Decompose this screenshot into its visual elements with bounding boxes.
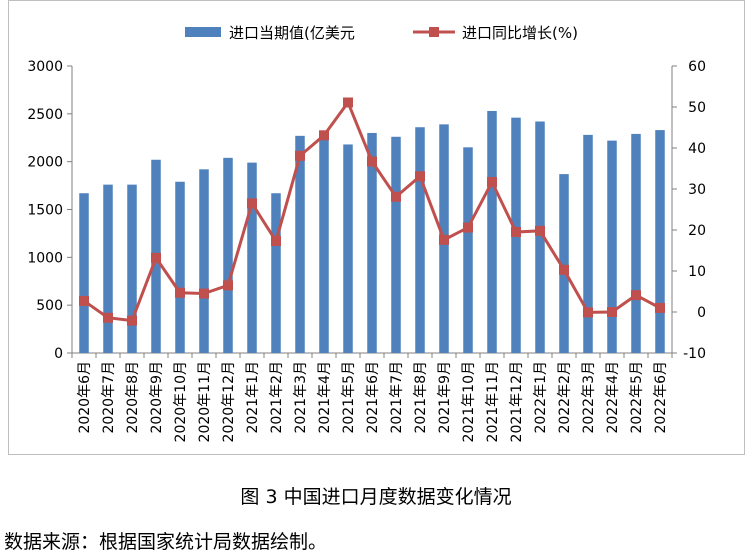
growth-marker [223,280,233,291]
x-tick-label: 2022年5月 [629,361,645,434]
left-tick-label: 2500 [27,107,63,123]
bar [487,110,497,353]
bar [223,157,233,353]
right-tick-label: 0 [697,305,706,321]
growth-marker [583,307,593,318]
x-tick-label: 2021年3月 [293,361,309,434]
growth-marker [367,156,377,167]
x-tick-label: 2021年11月 [485,361,501,442]
growth-marker [463,222,473,233]
growth-marker [175,287,185,298]
bar [343,144,353,353]
bar [79,193,89,353]
x-tick-label: 2022年1月 [533,361,549,434]
x-tick-label: 2020年10月 [173,361,189,442]
growth-marker [535,225,545,236]
right-tick-label: 60 [688,59,706,75]
growth-marker [247,198,257,209]
right-tick-label: 40 [688,141,706,157]
x-tick-label: 2021年5月 [341,361,357,434]
right-tick-label: -10 [683,346,706,362]
bar [415,127,425,353]
growth-marker [151,252,161,263]
growth-marker [511,227,521,238]
x-tick-label: 2021年4月 [317,361,333,434]
bar [103,184,113,353]
growth-marker [607,307,617,317]
x-tick-label: 2020年8月 [125,361,141,434]
growth-marker [319,130,329,141]
right-tick-label: 20 [688,223,706,239]
right-tick-label: 50 [688,100,706,116]
x-tick-label: 2022年4月 [605,361,621,434]
bar [463,147,473,353]
bar [271,193,281,353]
growth-marker [343,97,353,108]
x-tick-label: 2021年2月 [269,361,285,434]
left-tick-label: 1500 [27,203,63,219]
growth-marker [391,191,401,202]
growth-marker [415,171,425,182]
x-tick-label: 2021年12月 [509,361,525,442]
bar [391,136,401,353]
growth-marker [127,315,137,326]
growth-marker [487,177,497,188]
bar [319,137,329,353]
bar [367,132,377,353]
growth-marker [655,302,665,313]
x-tick-label: 2020年6月 [77,361,93,434]
x-tick-label: 2020年12月 [221,361,237,442]
growth-marker [631,290,641,301]
legend-bar-label: 进口当期值(亿美元 [229,24,355,42]
legend-line-label: 进口同比增长(%) [462,24,578,42]
x-tick-label: 2021年8月 [413,361,429,434]
growth-marker [79,295,89,306]
growth-marker [271,236,281,247]
x-tick-label: 2021年7月 [389,361,405,434]
left-tick-label: 2000 [27,155,63,171]
growth-marker [559,264,569,275]
bar [175,181,185,353]
x-tick-label: 2020年9月 [149,361,165,434]
x-tick-label: 2022年3月 [581,361,597,434]
bar [583,134,593,353]
bar [535,121,545,353]
x-tick-label: 2020年7月 [101,361,117,434]
x-tick-label: 2021年10月 [461,361,477,442]
bar [247,162,257,353]
bar [607,140,617,353]
bar [655,130,665,353]
x-tick-label: 2022年6月 [653,361,669,434]
growth-marker [199,288,209,299]
legend-bar-swatch [185,27,221,37]
chart-container: 0 500 1000 1500 2000 2500 3000 -10 0 10 20 30 40 50 60… [8,0,745,455]
bar [127,184,137,353]
data-source: 数据来源：根据国家统计局数据绘制。 [4,531,328,553]
right-tick-label: 10 [688,264,706,280]
x-tick-label: 2021年1月 [245,361,261,434]
left-tick-label: 500 [36,298,63,314]
left-tick-label: 3000 [27,59,63,75]
bar [199,169,209,353]
x-tick-label: 2020年11月 [197,361,213,442]
growth-marker [103,312,113,323]
growth-marker [439,234,449,245]
legend-line-marker [429,27,439,37]
x-tick-label: 2021年9月 [437,361,453,434]
x-tick-label: 2021年6月 [365,361,381,434]
bar [559,174,569,353]
figure-caption: 图 3 中国进口月度数据变化情况 [240,486,512,508]
left-tick-label: 1000 [27,250,63,266]
left-tick-label: 0 [54,346,63,362]
growth-marker [295,150,305,161]
bar [295,135,305,353]
bar [631,133,641,353]
right-tick-label: 30 [688,182,706,198]
chart: 0 500 1000 1500 2000 2500 3000 -10 0 10 20 30 40 50 60… [27,24,706,442]
x-tick-label: 2022年2月 [557,361,573,434]
